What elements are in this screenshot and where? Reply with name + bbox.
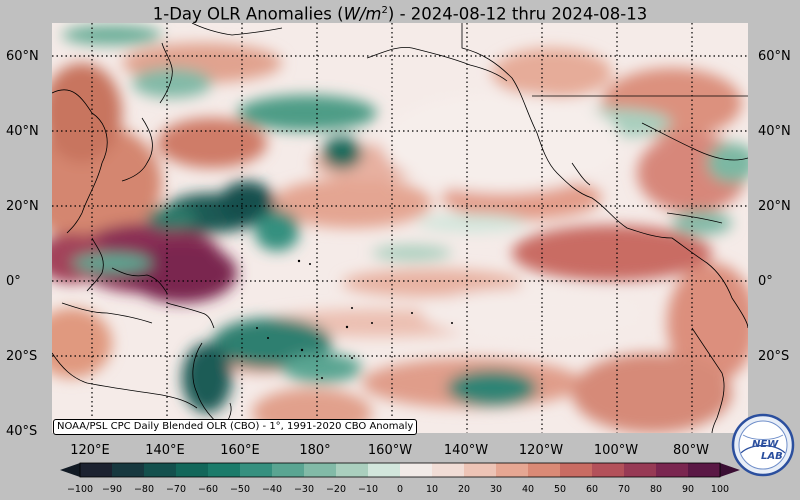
lat-label-40n-right: 40°N bbox=[758, 124, 791, 139]
lon-label-120e: 120°E bbox=[70, 443, 110, 458]
colorbar-tick-label: 20 bbox=[457, 484, 471, 495]
colorbar-tick-label: −10 bbox=[357, 484, 379, 495]
colorbar-tick-label: 80 bbox=[649, 484, 663, 495]
colorbar-bin bbox=[592, 463, 625, 477]
lon-label-160w: 160°W bbox=[367, 443, 413, 458]
colorbar-tick-label: −40 bbox=[261, 484, 283, 495]
lat-label-40s-left: 40°S bbox=[6, 424, 38, 439]
colorbar-tick-label: 10 bbox=[425, 484, 439, 495]
title-unit-exponent: 2 bbox=[381, 5, 388, 16]
colorbar-tick-label: −90 bbox=[101, 484, 123, 495]
lon-label-160e: 160°E bbox=[220, 443, 260, 458]
colorbar-tick-label: 40 bbox=[521, 484, 535, 495]
colorbar-bin bbox=[432, 463, 465, 477]
island-dots bbox=[256, 259, 453, 379]
colorbar-bin bbox=[112, 463, 145, 477]
lon-label-100w: 100°W bbox=[593, 443, 639, 458]
colorbar-bin bbox=[80, 463, 113, 477]
lat-label-20n-left: 20°N bbox=[6, 199, 39, 214]
colorbar-tick-label: 30 bbox=[489, 484, 503, 495]
colorbar-bin bbox=[400, 463, 433, 477]
colorbar-low-extend bbox=[60, 463, 80, 477]
colorbar-tick-label: 0 bbox=[396, 484, 404, 495]
colorbar-high-extend bbox=[720, 463, 740, 477]
lon-label-120w: 120°W bbox=[518, 443, 564, 458]
lat-label-0-right: 0° bbox=[758, 274, 773, 289]
colorbar-tick-label: 100 bbox=[710, 484, 730, 495]
anomaly-field bbox=[52, 25, 748, 433]
lon-label-80w: 80°W bbox=[673, 443, 709, 458]
colorbar-bin bbox=[336, 463, 369, 477]
lat-label-20s-left: 20°S bbox=[6, 349, 38, 364]
lon-label-140e: 140°E bbox=[145, 443, 185, 458]
olr-anomaly-map bbox=[52, 23, 748, 433]
colorbar-bins bbox=[80, 463, 721, 477]
logo-text-a: NEW bbox=[752, 439, 779, 450]
colorbar-bin bbox=[176, 463, 209, 477]
colorbar-bin bbox=[688, 463, 721, 477]
colorbar-tick-label: 50 bbox=[553, 484, 567, 495]
colorbar-bin bbox=[240, 463, 273, 477]
colorbar-tick-label: 70 bbox=[617, 484, 631, 495]
colorbar-bin bbox=[304, 463, 337, 477]
colorbar-bin bbox=[528, 463, 561, 477]
newlab-logo: NEW LAB bbox=[731, 413, 795, 477]
lon-label-140w: 140°W bbox=[443, 443, 489, 458]
colorbar-tick-label: 60 bbox=[585, 484, 599, 495]
lon-label-180: 180° bbox=[299, 443, 331, 458]
title-suffix: ) - 2024-08-12 thru 2024-08-13 bbox=[387, 4, 648, 24]
lat-label-20s-right: 20°S bbox=[758, 349, 790, 364]
colorbar-bin bbox=[496, 463, 529, 477]
title-unit: W/m bbox=[343, 4, 382, 24]
map-canvas bbox=[52, 23, 748, 433]
colorbar-bin bbox=[560, 463, 593, 477]
lat-label-40n-left: 40°N bbox=[6, 124, 39, 139]
colorbar-bin bbox=[208, 463, 241, 477]
lat-label-60n-right: 60°N bbox=[758, 49, 791, 64]
lat-label-60n-left: 60°N bbox=[6, 49, 39, 64]
colorbar-bin bbox=[624, 463, 657, 477]
colorbar-bin bbox=[144, 463, 177, 477]
colorbar-bin bbox=[464, 463, 497, 477]
colorbar-tick-label: −100 bbox=[66, 484, 94, 495]
title-prefix: 1-Day OLR Anomalies ( bbox=[152, 4, 344, 24]
map-title: 1-Day OLR Anomalies (W/m2) - 2024-08-12 … bbox=[0, 0, 800, 26]
colorbar-frame bbox=[79, 462, 721, 478]
colorbar bbox=[60, 462, 740, 478]
lat-label-20n-right: 20°N bbox=[758, 199, 791, 214]
colorbar-tick-label: 90 bbox=[681, 484, 695, 495]
colorbar-bin bbox=[272, 463, 305, 477]
data-source-note: NOAA/PSL CPC Daily Blended OLR (CBO) - 1… bbox=[53, 419, 418, 435]
colorbar-tick-label: −60 bbox=[197, 484, 219, 495]
colorbar-tick-label: −70 bbox=[165, 484, 187, 495]
colorbar-tick-label: −50 bbox=[229, 484, 251, 495]
lat-label-0-left: 0° bbox=[6, 274, 21, 289]
logo-text-b: LAB bbox=[761, 451, 783, 462]
colorbar-bin bbox=[368, 463, 401, 477]
colorbar-bin bbox=[656, 463, 689, 477]
colorbar-tick-label: −80 bbox=[133, 484, 155, 495]
colorbar-tick-label: −30 bbox=[293, 484, 315, 495]
colorbar-tick-label: −20 bbox=[325, 484, 347, 495]
